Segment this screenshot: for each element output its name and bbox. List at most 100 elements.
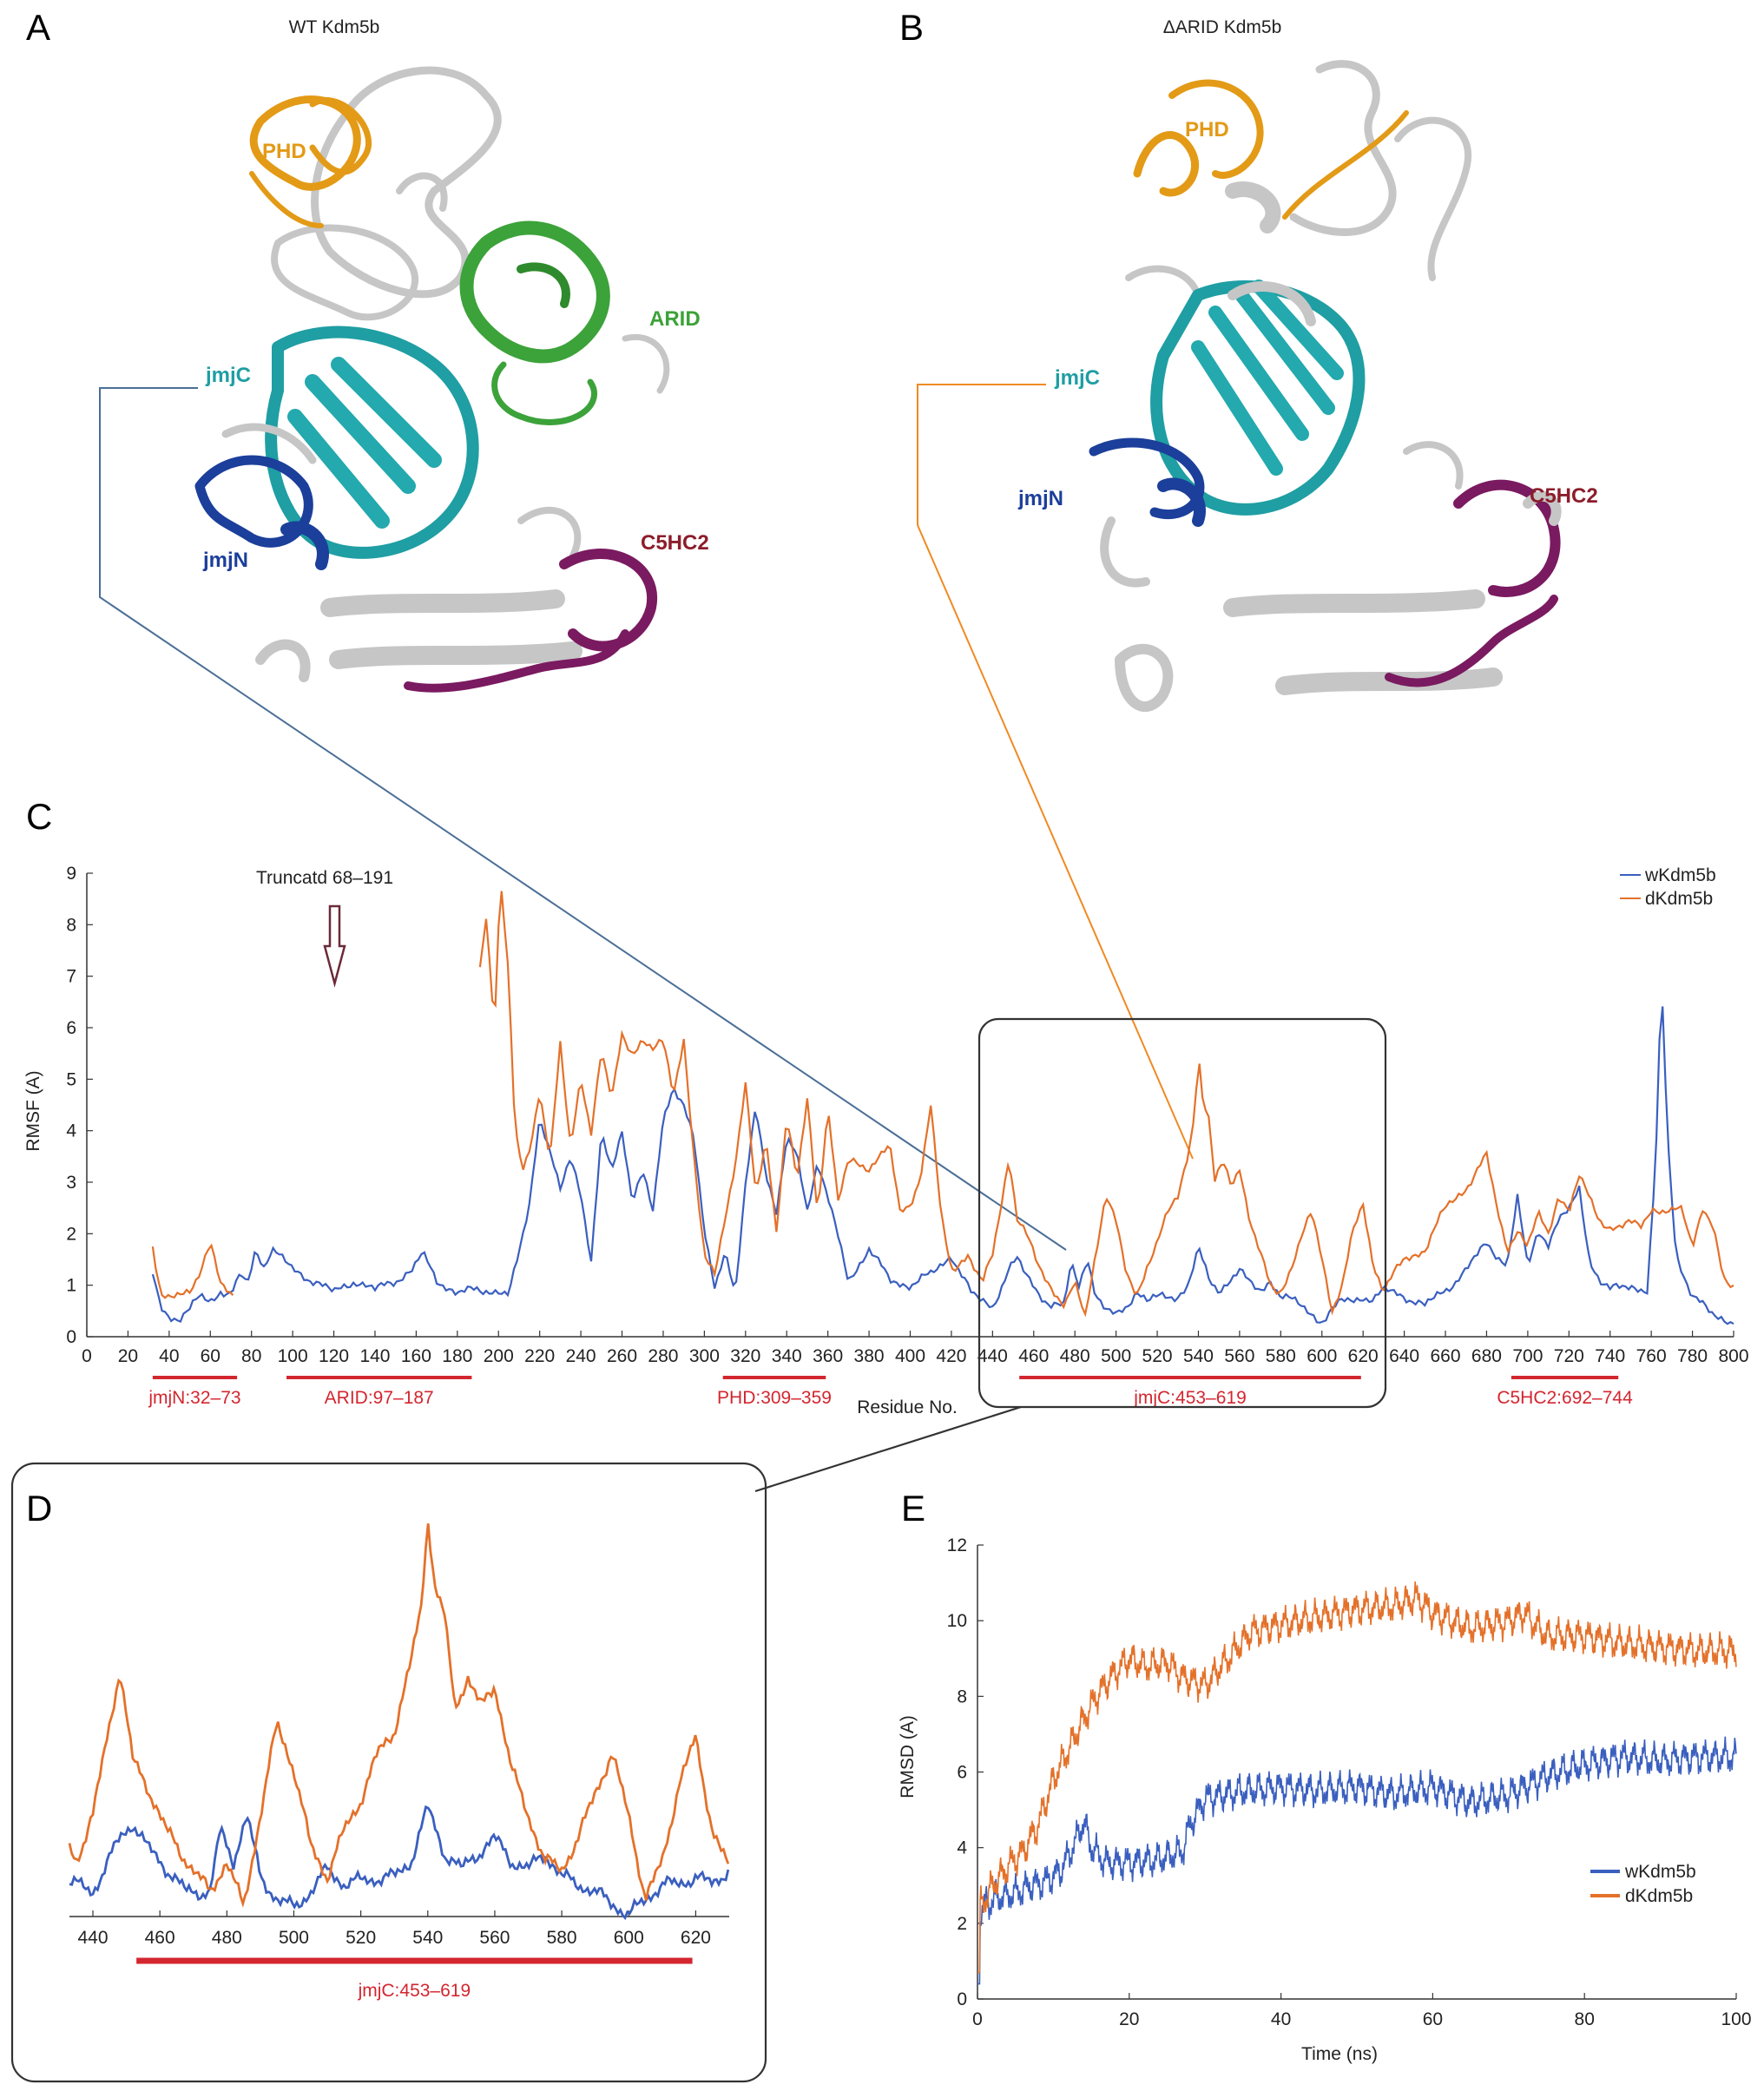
- rmsf-x-tick-label: 660: [1431, 1346, 1461, 1366]
- panel-e-letter: E: [901, 1488, 925, 1529]
- darid-jmjc-label: jmjC: [1054, 366, 1100, 390]
- zoom-x-tick-label: 520: [346, 1928, 376, 1948]
- darid-c5hc2-label: C5HC2: [1530, 484, 1598, 508]
- rmsf-x-tick-label: 360: [813, 1346, 843, 1366]
- rmsf-x-tick-label: 340: [772, 1346, 802, 1366]
- rmsd-y-tick-label: 12: [947, 1535, 967, 1555]
- wt-jmjc-label: jmjC: [205, 364, 251, 387]
- darid-phd-label: PHD: [1185, 118, 1229, 141]
- rmsf-y-tick-label: 3: [66, 1173, 76, 1193]
- rmsd-d-line: [977, 1581, 1737, 1974]
- panel-a-title: WT Kdm5b: [289, 17, 380, 37]
- rmsf-x-tick-label: 800: [1718, 1346, 1748, 1366]
- zoom-x-tick-label: 460: [145, 1928, 175, 1948]
- rmsf-chart: 0 1 2 3 4 5 6 7 8 9 0 20 40 60 80 100 120 140 160 180 200 220…: [23, 864, 1749, 1417]
- darid-jmjn-label: jmjN: [1017, 487, 1063, 510]
- zoom-x-tick-label: 440: [77, 1928, 108, 1948]
- domain-label: ARID:97–187: [325, 1388, 434, 1408]
- rmsd-y-tick-label: 6: [957, 1763, 967, 1783]
- wt-jmjc-connector: [99, 387, 1067, 1251]
- rmsf-x-tick-label: 520: [1142, 1346, 1173, 1366]
- rmsf-x-tick-label: 420: [936, 1346, 966, 1366]
- rmsf-y-tick-label: 0: [66, 1327, 76, 1347]
- rmsf-x-tick-label: 280: [648, 1346, 678, 1366]
- zoom-domain-label: jmjC:453–619: [358, 1981, 471, 2001]
- rmsf-x-tick-label: 140: [359, 1346, 390, 1366]
- rmsf-y-tick-label: 1: [66, 1276, 76, 1296]
- zoom-panel-box: [10, 1462, 767, 2083]
- rmsf-y-tick-label: 5: [66, 1069, 76, 1089]
- zoom-axes: 440 460 480 500 520 540 560 580 600 620: [69, 1910, 729, 1948]
- panel-c-letter: C: [26, 796, 52, 837]
- rmsd-x-tick-label: 60: [1423, 2009, 1443, 2029]
- rmsf-lines: [151, 891, 1734, 1325]
- rmsf-x-axis-label: Residue No.: [857, 1397, 958, 1417]
- rmsd-x-tick-label: 80: [1575, 2009, 1595, 2029]
- rmsf-y-tick-label: 9: [66, 864, 76, 884]
- rmsf-x-tick-label: 240: [566, 1346, 596, 1366]
- rmsf-x-tick-label: 0: [82, 1346, 92, 1366]
- wt-arid-label: ARID: [649, 307, 701, 331]
- rmsd-chart: 0 2 4 6 8 10 12 0 20 40 60 80 100 Time (ns) RMSD (A)…: [898, 1535, 1752, 2064]
- rmsf-x-tick-label: 200: [484, 1346, 514, 1366]
- truncation-annotation: Truncatd 68–191: [256, 868, 393, 888]
- wt-phd-label: PHD: [262, 140, 306, 163]
- rmsf-x-tick-label: 760: [1636, 1346, 1667, 1366]
- zoom-d-line: [68, 1523, 730, 1908]
- rmsf-x-tick-label: 380: [854, 1346, 885, 1366]
- rmsf-y-tick-label: 7: [66, 967, 76, 987]
- zoom-x-tick-label: 620: [681, 1928, 711, 1948]
- rmsf-x-tick-label: 680: [1471, 1346, 1502, 1366]
- panel-d-letter: D: [26, 1488, 52, 1529]
- legend-wt-label: wKdm5b: [1644, 865, 1716, 885]
- rmsf-x-tick-label: 120: [319, 1346, 349, 1366]
- rmsf-d-line: [151, 1243, 234, 1299]
- rmsd-x-axis-label: Time (ns): [1301, 2044, 1378, 2064]
- rmsf-x-tick-label: 580: [1266, 1346, 1296, 1366]
- rmsf-x-tick-label: 740: [1595, 1346, 1625, 1366]
- truncation-arrow-icon: [323, 904, 346, 988]
- rmsf-x-tick-label: 600: [1307, 1346, 1337, 1366]
- rmsf-y-tick-label: 6: [66, 1018, 76, 1038]
- rmsd-y-tick-label: 10: [947, 1611, 967, 1631]
- rmsf-axes: 0 1 2 3 4 5 6 7 8 9 0 20 40 60 80 100 120 140 160 180 200 220…: [66, 864, 1748, 1366]
- rmsf-x-tick-label: 440: [977, 1346, 1008, 1366]
- zoom-connector: [754, 1405, 1022, 1493]
- rmsd-y-axis-label: RMSD (A): [898, 1715, 918, 1798]
- zoom-wt-line: [69, 1805, 730, 1921]
- legend-d-label: dKdm5b: [1645, 889, 1713, 909]
- rmsf-x-tick-label: 620: [1348, 1346, 1379, 1366]
- panel-a-letter: A: [26, 7, 50, 48]
- rmsd-x-tick-label: 20: [1119, 2009, 1139, 2029]
- rmsf-x-tick-label: 100: [278, 1346, 308, 1366]
- rmsf-x-tick-label: 460: [1018, 1346, 1049, 1366]
- rmsf-x-tick-label: 260: [607, 1346, 637, 1366]
- rmsd-x-tick-label: 40: [1271, 2009, 1291, 2029]
- zoom-x-tick-label: 500: [279, 1928, 309, 1948]
- rmsf-x-tick-label: 560: [1224, 1346, 1254, 1366]
- rmsf-x-tick-label: 540: [1183, 1346, 1214, 1366]
- zoom-x-tick-label: 560: [479, 1928, 510, 1948]
- wt-jmjn-label: jmjN: [202, 549, 248, 572]
- rmsf-x-tick-label: 20: [118, 1346, 138, 1366]
- domain-label: jmjC:453–619: [1133, 1388, 1247, 1408]
- zoom-x-tick-label: 600: [614, 1928, 644, 1948]
- domain-label: PHD:309–359: [717, 1388, 832, 1408]
- rmsf-x-tick-label: 640: [1389, 1346, 1419, 1366]
- rmsd-legend: wKdm5b dKdm5b: [1590, 1862, 1696, 1906]
- zoom-lines: [68, 1523, 730, 1921]
- rmsf-d-line: [478, 891, 1734, 1318]
- rmsf-x-tick-label: 480: [1060, 1346, 1090, 1366]
- rmsf-x-tick-label: 700: [1512, 1346, 1543, 1366]
- rmsf-x-tick-label: 220: [524, 1346, 555, 1366]
- zoom-region-box: [977, 1017, 1387, 1409]
- legend-rmsd-wt-label: wKdm5b: [1624, 1862, 1696, 1882]
- rmsf-wt-line: [151, 1006, 1734, 1325]
- arid-deleted-structure-illustration: PHD jmjC jmjN C5HC2: [1017, 60, 1598, 713]
- rmsf-x-tick-label: 180: [442, 1346, 472, 1366]
- panel-b-letter: B: [899, 7, 924, 48]
- rmsf-x-tick-label: 500: [1101, 1346, 1131, 1366]
- rmsf-y-tick-label: 8: [66, 915, 76, 935]
- rmsf-y-axis-label: RMSF (A): [23, 1070, 43, 1151]
